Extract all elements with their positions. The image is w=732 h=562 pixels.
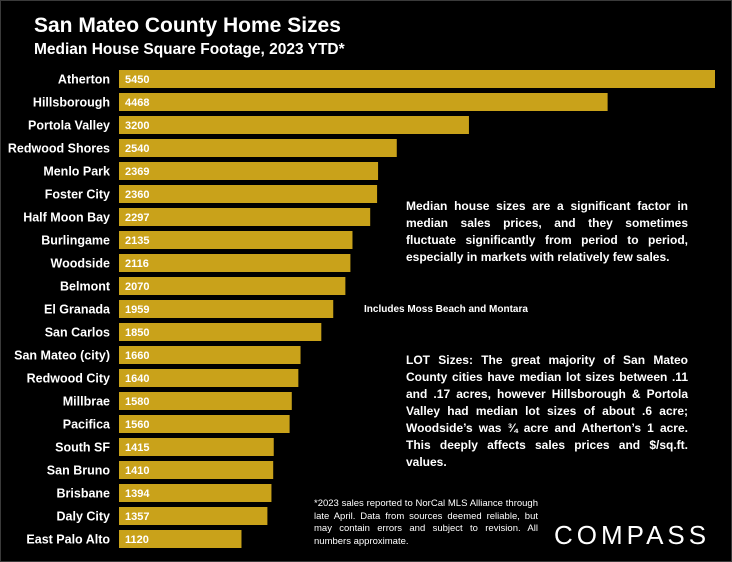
value-label-foster-city: 2360 — [125, 189, 149, 201]
value-label-san-mateo-city: 1660 — [125, 350, 149, 362]
bar-san-mateo-city — [119, 346, 301, 364]
bar-belmont — [119, 277, 346, 295]
footnote: *2023 sales reported to NorCal MLS Allia… — [314, 498, 538, 547]
bar-east-palo-alto — [119, 530, 242, 548]
category-label-el-granada: El Granada — [44, 303, 111, 317]
category-label-san-bruno: San Bruno — [47, 464, 111, 478]
bar-foster-city — [119, 185, 378, 203]
bar-redwood-city — [119, 369, 299, 387]
bar-portola-valley — [119, 116, 469, 134]
value-label-south-sf: 1415 — [125, 442, 149, 454]
value-label-woodside: 2116 — [125, 258, 149, 270]
value-label-san-bruno: 1410 — [125, 465, 149, 477]
bar-south-sf — [119, 438, 274, 456]
category-label-half-moon-bay: Half Moon Bay — [23, 211, 110, 225]
bar-menlo-park — [119, 162, 379, 180]
value-label-burlingame: 2135 — [125, 235, 149, 247]
value-label-redwood-city: 1640 — [125, 373, 149, 385]
bar-el-granada — [119, 300, 334, 318]
value-label-redwood-shores: 2540 — [125, 143, 149, 155]
category-label-san-carlos: San Carlos — [45, 326, 110, 340]
value-label-menlo-park: 2369 — [125, 166, 149, 178]
category-label-south-sf: South SF — [55, 441, 110, 455]
bar-brisbane — [119, 484, 272, 502]
value-label-half-moon-bay: 2297 — [125, 212, 149, 224]
category-label-atherton: Atherton — [58, 73, 110, 87]
chart-title: San Mateo County Home Sizes — [34, 14, 341, 37]
compass-logo: COMPASS — [554, 520, 711, 550]
value-label-pacifica: 1560 — [125, 419, 149, 431]
bar-san-carlos — [119, 323, 322, 341]
bar-millbrae — [119, 392, 292, 410]
median-size-note: Median house sizes are a significant fac… — [406, 199, 688, 264]
category-label-millbrae: Millbrae — [63, 395, 110, 409]
value-label-brisbane: 1394 — [125, 488, 150, 500]
category-label-redwood-city: Redwood City — [27, 372, 110, 386]
bar-pacifica — [119, 415, 290, 433]
category-label-woodside: Woodside — [51, 257, 111, 271]
category-label-belmont: Belmont — [60, 280, 111, 294]
category-label-san-mateo-city: San Mateo (city) — [14, 349, 110, 363]
value-label-belmont: 2070 — [125, 281, 149, 293]
value-label-daly-city: 1357 — [125, 511, 149, 523]
value-label-millbrae: 1580 — [125, 396, 149, 408]
chart-subtitle: Median House Square Footage, 2023 YTD* — [34, 41, 345, 58]
category-label-portola-valley: Portola Valley — [28, 119, 110, 133]
category-label-redwood-shores: Redwood Shores — [8, 142, 110, 156]
bar-half-moon-bay — [119, 208, 371, 226]
bar-atherton — [119, 70, 715, 88]
category-label-foster-city: Foster City — [45, 188, 110, 202]
value-label-portola-valley: 3200 — [125, 120, 149, 132]
category-label-daly-city: Daly City — [57, 510, 111, 524]
category-label-menlo-park: Menlo Park — [43, 165, 110, 179]
bar-redwood-shores — [119, 139, 397, 157]
category-label-pacifica: Pacifica — [63, 418, 111, 432]
value-label-hillsborough: 4468 — [125, 97, 149, 109]
value-label-east-palo-alto: 1120 — [125, 534, 149, 546]
bar-burlingame — [119, 231, 353, 249]
category-label-east-palo-alto: East Palo Alto — [26, 533, 110, 547]
value-label-san-carlos: 1850 — [125, 327, 149, 339]
bar-hillsborough — [119, 93, 608, 111]
bar-woodside — [119, 254, 351, 272]
category-label-hillsborough: Hillsborough — [33, 96, 110, 110]
bar-san-bruno — [119, 461, 274, 479]
el-granada-note: Includes Moss Beach and Montara — [364, 304, 528, 315]
category-label-brisbane: Brisbane — [57, 487, 111, 501]
value-label-atherton: 5450 — [125, 74, 149, 86]
value-label-el-granada: 1959 — [125, 304, 149, 316]
lot-size-note: LOT Sizes: The great majority of San Mat… — [406, 353, 688, 469]
category-label-burlingame: Burlingame — [41, 234, 110, 248]
bar-daly-city — [119, 507, 268, 525]
